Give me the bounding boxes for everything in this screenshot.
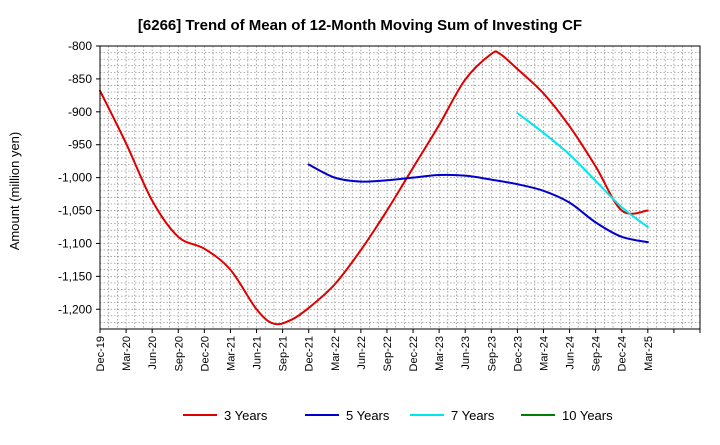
legend-label-7-years: 7 Years [451,408,495,423]
y-tick-label: -900 [68,105,92,119]
y-axis-label: Amount (million yen) [7,132,22,251]
series-line-7-years [516,112,649,228]
x-tick-label: Mar-22 [330,336,342,371]
x-tick-label: Jun-23 [460,336,472,370]
x-tick-label: Jun-20 [147,336,159,370]
x-tick-label: Mar-24 [538,336,550,371]
y-tick-label: -1,050 [58,204,92,218]
legend-label-10-years: 10 Years [562,408,613,423]
legend-label-5-years: 5 Years [346,408,390,423]
y-axis-ticks: -800 -850 -900 -950 -1,000 -1,050 -1,100 -1,150… [58,39,100,316]
y-tick-label: -1,200 [58,302,92,316]
x-tick-label: Dec-24 [617,336,629,371]
x-tick-label: Sep-24 [591,336,603,371]
x-tick-label: Sep-21 [278,336,290,371]
x-tick-label: Mar-23 [434,336,446,371]
plot-frame [99,45,701,330]
series-line-5-years [307,163,649,244]
x-tick-label: Dec-19 [95,336,107,371]
x-tick-label: Mar-25 [643,336,655,371]
x-tick-label: Jun-21 [252,336,264,370]
x-tick-label: Dec-22 [408,336,420,371]
series-line-3-years [99,50,649,326]
chart-title: [6266] Trend of Mean of 12-Month Moving … [138,17,582,34]
x-tick-label: Sep-23 [486,336,498,371]
x-tick-label: Sep-22 [382,336,394,371]
y-tick-label: -850 [68,72,92,86]
series-group [99,50,649,326]
y-tick-label: -1,000 [58,171,92,185]
legend: 3 Years 5 Years 7 Years 10 Years [183,408,613,423]
x-tick-label: Sep-20 [173,336,185,371]
y-tick-label: -1,100 [58,236,92,250]
x-axis-ticks: Dec-19 Mar-20 Jun-20 Sep-20 Dec-20 Mar-21 Jun-… [95,329,701,371]
x-tick-label: Jun-22 [356,336,368,370]
y-tick-label: -1,150 [58,269,92,283]
x-tick-label: Dec-21 [304,336,316,371]
grid [100,46,700,329]
x-tick-label: Dec-23 [512,336,524,371]
x-tick-label: Jun-24 [565,336,577,370]
y-tick-label: -800 [68,39,92,53]
x-tick-label: Dec-20 [199,336,211,371]
x-tick-label: Mar-21 [225,336,237,371]
y-tick-label: -950 [68,138,92,152]
x-tick-label: Mar-20 [121,336,133,371]
legend-label-3-years: 3 Years [224,408,268,423]
